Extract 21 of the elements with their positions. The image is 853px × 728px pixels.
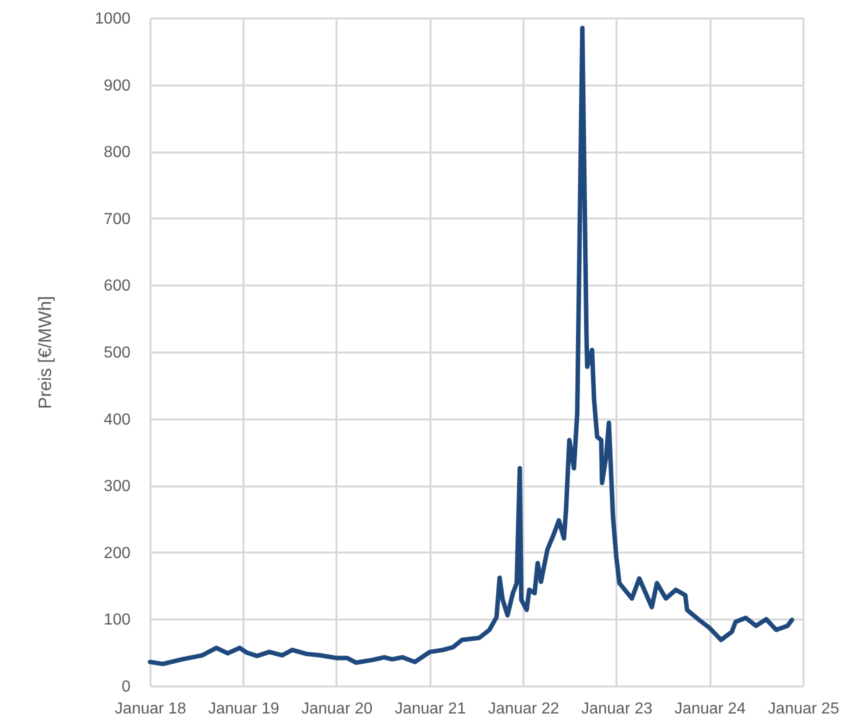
y-tick-label: 600 [104,278,131,295]
y-tick-label: 500 [104,344,131,362]
y-axis-title: Preis [€/MWh] [34,296,55,410]
y-tick-label: 800 [104,144,131,162]
x-tick-label: Januar 21 [394,700,466,718]
x-tick-label: Januar 22 [488,700,560,718]
x-tick-label: Januar 19 [208,700,280,718]
x-tick-label: Januar 24 [674,700,746,718]
y-tick-label: 200 [104,544,131,562]
x-tick-label: Januar 23 [581,700,652,718]
y-tick-label: 400 [104,411,131,428]
line-series [148,26,794,666]
y-tick-label: 100 [104,612,131,629]
x-tick-label: Januar 18 [114,700,186,718]
x-tick-label: Januar 25 [768,700,840,718]
y-tick-label: 0 [122,678,131,696]
y-tick-label: 900 [104,77,131,94]
x-tick-label: Januar 20 [301,700,373,718]
y-tick-label: 700 [104,210,131,228]
y-tick-label: 1000 [94,10,131,28]
y-tick-label: 300 [104,478,131,496]
